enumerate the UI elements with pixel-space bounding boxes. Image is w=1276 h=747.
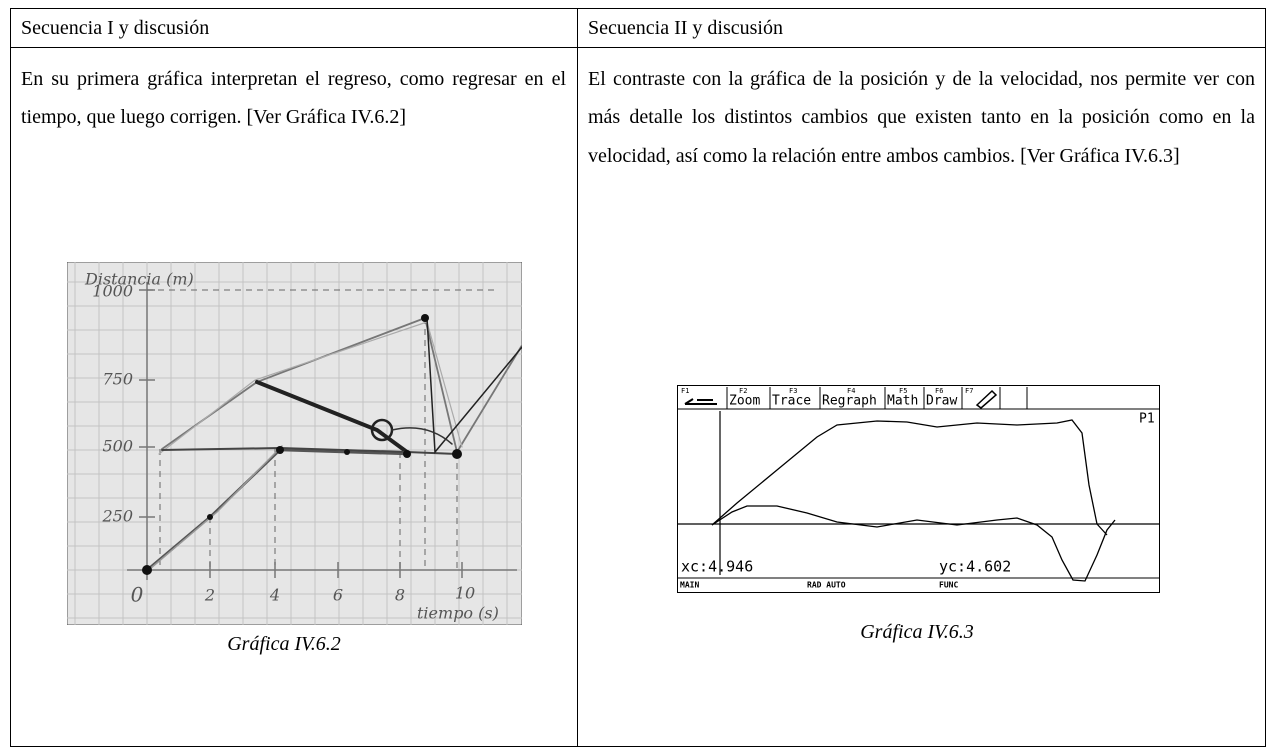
- calculator-screen: F1 F2 F3 F4 F5 F6 F7 Zoom Trace Regraph …: [677, 385, 1160, 593]
- y-label: Distancia (m): [84, 270, 194, 289]
- status-bar: MAIN RAD AUTO FUNC: [680, 581, 958, 590]
- key: F6: [935, 387, 943, 395]
- heading: Secuencia I y discusión: [21, 17, 210, 39]
- status: FUNC: [939, 581, 958, 590]
- x-tick: 0: [131, 583, 144, 607]
- body-cell: El contraste con la gráfica de la posici…: [577, 47, 1266, 747]
- header-cell: Secuencia II y discusión: [577, 8, 1266, 48]
- key: F5: [899, 387, 907, 395]
- menu-item: Draw: [926, 394, 957, 409]
- paper: [67, 262, 522, 625]
- screen: [677, 385, 1160, 593]
- y-tick: 1000: [92, 282, 133, 301]
- x-tick: 2: [204, 586, 215, 605]
- x-tick: 8: [395, 586, 405, 605]
- caption: Gráfica IV.6.2: [227, 633, 341, 655]
- x-tick: 6: [333, 586, 343, 605]
- menu: Zoom Trace Regraph Math Draw: [729, 394, 957, 409]
- cursor-x: xc:4.946: [681, 558, 753, 576]
- hand-drawn-graph: Distancia (m) 1000 750 500 250 0 2 4 6 8…: [67, 262, 522, 625]
- y-tick: 500: [102, 437, 133, 456]
- key: F3: [789, 387, 797, 395]
- menu-item: Trace: [772, 394, 811, 409]
- body-cell: En su primera gráfica interpretan el reg…: [10, 47, 578, 747]
- dots: [142, 314, 462, 575]
- grid: [67, 262, 522, 625]
- paragraph: En su primera gráfica interpretan el reg…: [21, 68, 566, 129]
- toolbar: [677, 387, 1160, 410]
- key: F4: [847, 387, 855, 395]
- x-tick: 10: [455, 584, 475, 603]
- dashed-guides: [147, 289, 497, 570]
- plot: [677, 411, 1160, 582]
- y-tick: 750: [102, 370, 133, 389]
- function-keys: F1 F2 F3 F4 F5 F6 F7: [681, 387, 973, 395]
- plot-label: P1: [1139, 412, 1155, 427]
- key: F2: [739, 387, 747, 395]
- menu-item: Regraph: [822, 394, 877, 409]
- paragraph: El contraste con la gráfica de la posici…: [588, 68, 1255, 167]
- x-label: tiempo (s): [417, 604, 499, 623]
- key: F7: [965, 387, 973, 395]
- cursor-y: yc:4.602: [939, 558, 1011, 576]
- header-cell: Secuencia I y discusión: [10, 8, 578, 48]
- heading: Secuencia II y discusión: [588, 17, 783, 39]
- status: RAD AUTO: [807, 581, 846, 590]
- x-tick: 4: [269, 586, 280, 605]
- menu-item: Zoom: [729, 394, 760, 409]
- status: MAIN: [680, 581, 699, 590]
- menu-item: Math: [887, 394, 918, 409]
- key: F1: [681, 387, 689, 395]
- caption: Gráfica IV.6.3: [860, 621, 974, 643]
- y-tick: 250: [101, 507, 133, 526]
